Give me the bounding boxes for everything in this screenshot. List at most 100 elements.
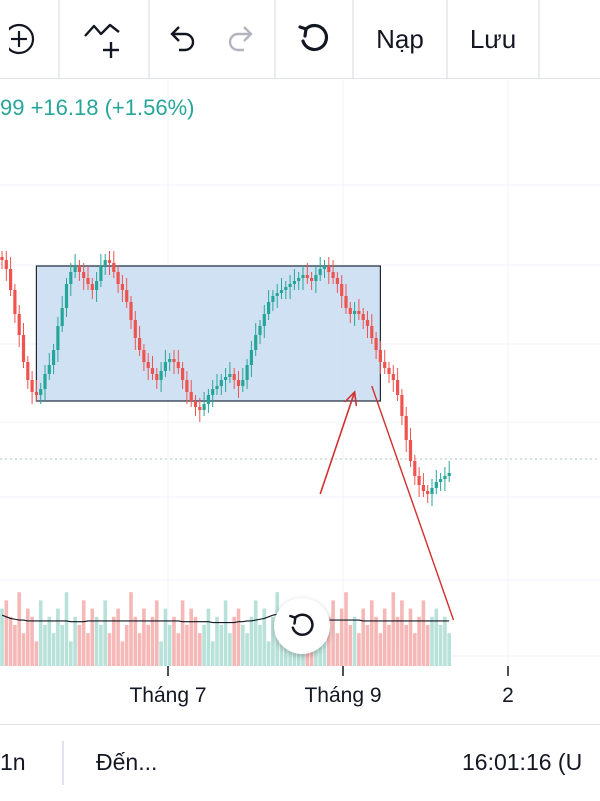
volume-bar xyxy=(185,625,189,666)
volume-bar xyxy=(232,616,236,666)
candle xyxy=(150,356,155,380)
candle-body xyxy=(43,374,47,389)
volume-bar xyxy=(413,633,417,666)
candle xyxy=(443,467,447,491)
volume-bar xyxy=(348,625,353,666)
arrow-head xyxy=(344,390,358,406)
volume-bar xyxy=(391,592,396,666)
bottom-bar-divider xyxy=(62,741,64,785)
add-indicator-button[interactable] xyxy=(0,0,58,78)
volume-bar xyxy=(266,641,271,666)
candle xyxy=(348,302,352,323)
goto-date-button[interactable]: Đến... xyxy=(96,749,158,775)
load-button[interactable]: Nạp xyxy=(354,0,446,78)
volume-bar xyxy=(438,625,443,666)
save-button[interactable]: Lưu xyxy=(448,0,538,78)
volume-bar xyxy=(112,616,116,666)
candle xyxy=(344,284,348,314)
volume-bar xyxy=(193,616,198,666)
candle xyxy=(185,371,189,404)
volume-bar xyxy=(124,625,129,666)
volume-bar xyxy=(8,616,13,666)
candle xyxy=(77,260,81,281)
candle xyxy=(232,368,236,389)
time-readout[interactable]: 16:01:16 (U xyxy=(462,749,583,775)
volume-bar xyxy=(219,625,224,666)
candle-body xyxy=(396,380,400,395)
interval-button[interactable]: 1n xyxy=(0,749,26,775)
candle xyxy=(82,263,86,290)
candle xyxy=(198,398,202,422)
candle xyxy=(52,344,56,374)
candle xyxy=(236,371,241,398)
candle xyxy=(318,257,322,281)
candle xyxy=(9,257,13,296)
volume-bar xyxy=(142,608,146,666)
volume-bar xyxy=(4,600,9,666)
candle xyxy=(120,275,124,302)
volume-bar xyxy=(365,625,370,666)
candle-body xyxy=(361,314,365,320)
compare-button[interactable] xyxy=(60,0,148,78)
candle-body xyxy=(215,386,219,389)
volume-bar xyxy=(150,616,155,666)
candle-body xyxy=(310,278,314,281)
candle xyxy=(279,278,284,299)
candle-body xyxy=(133,320,137,338)
candle-body xyxy=(47,365,51,374)
candle-body xyxy=(206,395,210,404)
candle-body xyxy=(378,350,382,362)
candle xyxy=(146,353,150,380)
candle xyxy=(189,380,193,407)
candle-body xyxy=(163,362,167,371)
candle-body xyxy=(408,440,413,461)
redo-button[interactable] xyxy=(210,0,272,78)
candle xyxy=(133,311,137,350)
candle-body xyxy=(198,407,202,410)
candle-body xyxy=(146,362,150,368)
price-chart[interactable] xyxy=(0,80,600,720)
volume-bar xyxy=(202,625,206,666)
volume-bar xyxy=(99,625,103,666)
candle-body xyxy=(426,491,430,494)
candle-body xyxy=(314,275,318,281)
candle-body xyxy=(193,401,198,407)
candle xyxy=(64,278,69,317)
undo-button[interactable] xyxy=(152,0,212,78)
volume-bar xyxy=(378,633,383,666)
candle-body xyxy=(64,284,69,308)
candle xyxy=(430,479,434,506)
candle-body xyxy=(439,479,443,482)
volume-bar xyxy=(176,633,181,666)
volume-bar xyxy=(0,608,4,666)
candle xyxy=(39,383,43,404)
volume-bar xyxy=(107,633,112,666)
candle-body xyxy=(447,473,451,476)
scroll-to-realtime-button[interactable] xyxy=(274,598,330,654)
reset-chart-button[interactable] xyxy=(276,0,352,78)
candle-body xyxy=(34,392,38,395)
volume-bar xyxy=(189,608,193,666)
candle xyxy=(413,455,417,485)
candle xyxy=(228,362,232,383)
candle-body xyxy=(116,272,120,284)
candle xyxy=(275,284,279,308)
candle-body xyxy=(60,308,64,326)
candle xyxy=(211,380,215,407)
volume-bar xyxy=(382,608,387,666)
volume-bar xyxy=(17,592,21,666)
volume-bar xyxy=(198,633,202,666)
volume-bar xyxy=(167,625,172,666)
candle-body xyxy=(301,275,305,278)
volume-bar xyxy=(236,608,241,666)
candle xyxy=(335,272,339,293)
candle xyxy=(417,467,421,497)
volume-bar xyxy=(26,608,30,666)
candle-body xyxy=(77,266,81,272)
candle-body xyxy=(150,368,155,374)
candle xyxy=(241,368,245,392)
volume-bar xyxy=(443,616,447,666)
volume-bar xyxy=(352,616,357,666)
x-axis-label: 2 xyxy=(502,684,514,707)
toolbar-divider xyxy=(352,0,354,78)
